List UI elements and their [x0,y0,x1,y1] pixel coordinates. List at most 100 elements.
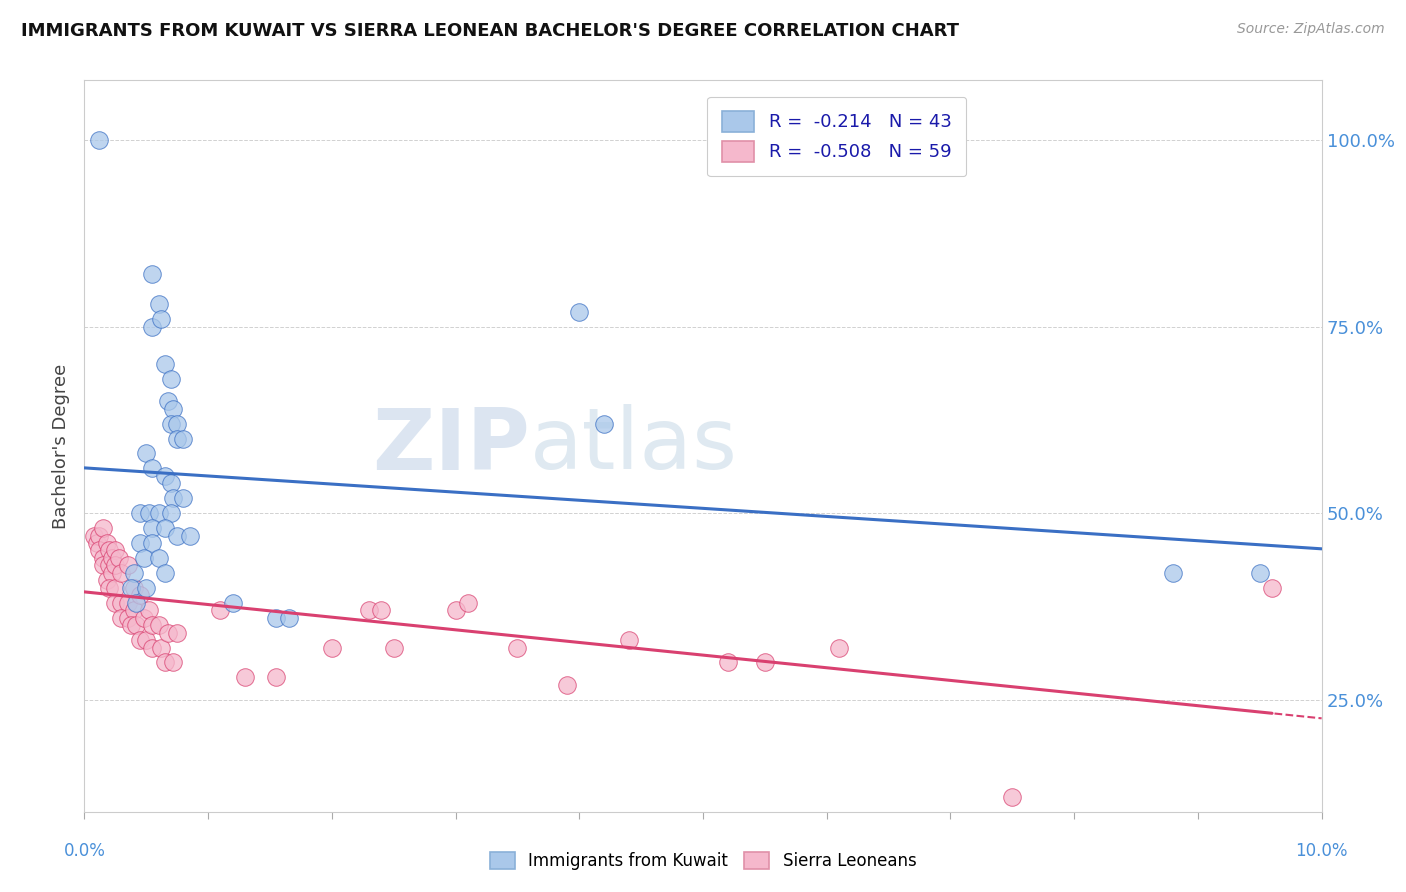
Point [122,603,145,617]
Point [1001,789,1024,804]
Point [91,521,114,535]
Point [717,656,740,670]
Point [138,603,160,617]
Point [117,610,139,624]
Point [209,603,232,617]
Point [129,506,152,520]
Point [138,506,160,520]
Point [89,528,111,542]
Point [129,588,152,602]
Point [1161,566,1184,580]
Point [617,633,640,648]
Point [166,625,188,640]
Point [148,618,170,632]
Point [160,417,183,431]
Point [110,610,132,624]
Point [104,558,127,573]
Point [122,566,145,580]
Point [157,394,180,409]
Point [828,640,851,655]
Point [153,566,176,580]
Point [148,297,170,311]
Point [568,304,591,318]
Point [233,670,256,684]
Point [172,491,194,506]
Point [89,543,111,558]
Point [141,319,163,334]
Point [91,558,114,573]
Point [264,670,287,684]
Point [166,432,188,446]
Point [148,506,170,520]
Point [506,640,529,655]
Point [100,551,122,566]
Point [98,558,121,573]
Legend: R =  -0.214   N = 43, R =  -0.508   N = 59: R = -0.214 N = 43, R = -0.508 N = 59 [707,96,966,177]
Point [1261,581,1284,595]
Point [222,596,245,610]
Y-axis label: Bachelor's Degree: Bachelor's Degree [52,363,70,529]
Point [141,268,163,282]
Point [457,596,479,610]
Point [162,491,184,506]
Point [83,528,105,542]
Point [277,610,299,624]
Point [150,640,173,655]
Point [120,581,142,595]
Text: atlas: atlas [530,404,738,488]
Point [86,536,108,550]
Point [132,551,155,566]
Point [160,506,183,520]
Point [89,133,111,147]
Point [141,461,163,475]
Point [141,536,163,550]
Point [141,618,163,632]
Point [153,521,176,535]
Point [555,678,578,692]
Point [117,596,139,610]
Point [91,551,114,566]
Point [108,551,131,566]
Point [135,633,157,648]
Point [166,417,188,431]
Point [104,543,127,558]
Point [100,566,122,580]
Point [148,551,170,566]
Point [150,312,173,326]
Point [117,558,139,573]
Point [110,566,132,580]
Point [125,618,148,632]
Point [153,357,176,371]
Text: Source: ZipAtlas.com: Source: ZipAtlas.com [1237,22,1385,37]
Text: 10.0%: 10.0% [1295,842,1348,860]
Point [444,603,467,617]
Point [141,640,163,655]
Point [96,536,118,550]
Point [1249,566,1271,580]
Point [120,618,142,632]
Point [135,581,157,595]
Point [132,610,155,624]
Point [129,536,152,550]
Text: 0.0%: 0.0% [63,842,105,860]
Point [110,596,132,610]
Point [357,603,380,617]
Point [157,625,180,640]
Point [162,401,184,416]
Legend: Immigrants from Kuwait, Sierra Leoneans: Immigrants from Kuwait, Sierra Leoneans [482,845,924,877]
Point [98,581,121,595]
Point [179,528,201,542]
Point [125,596,148,610]
Point [122,581,145,595]
Point [166,528,188,542]
Point [264,610,287,624]
Point [172,432,194,446]
Point [160,372,183,386]
Point [104,581,127,595]
Point [98,543,121,558]
Point [129,633,152,648]
Point [321,640,343,655]
Point [141,521,163,535]
Point [135,446,157,460]
Point [153,468,176,483]
